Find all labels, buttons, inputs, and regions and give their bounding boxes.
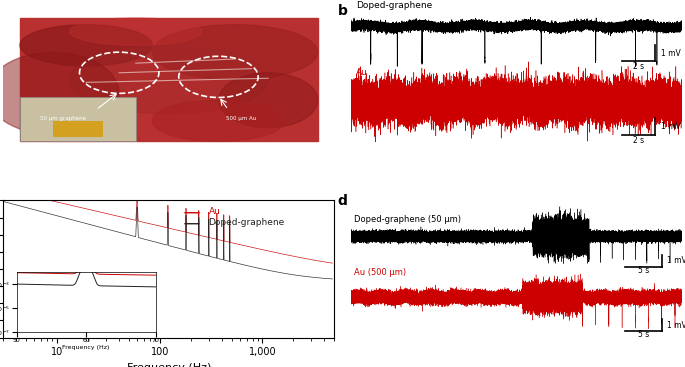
Text: Au (500 μm): Au (500 μm) bbox=[354, 269, 407, 277]
Text: Doped-graphene (50 μm): Doped-graphene (50 μm) bbox=[354, 215, 462, 224]
Text: d: d bbox=[338, 193, 347, 208]
Text: 500 μm Au: 500 μm Au bbox=[227, 116, 257, 120]
Text: Au: Au bbox=[356, 68, 368, 77]
Ellipse shape bbox=[219, 73, 318, 128]
Text: Au: Au bbox=[208, 207, 221, 216]
Text: b: b bbox=[338, 4, 347, 18]
Ellipse shape bbox=[70, 45, 268, 114]
Text: 1 mV: 1 mV bbox=[661, 48, 681, 58]
Bar bbox=[53, 121, 103, 137]
Bar bbox=[20, 98, 136, 141]
Text: 2 s: 2 s bbox=[633, 62, 644, 71]
Ellipse shape bbox=[70, 18, 202, 45]
Text: 1 mV: 1 mV bbox=[661, 122, 681, 131]
Ellipse shape bbox=[20, 25, 152, 66]
Text: 1 mV: 1 mV bbox=[667, 321, 685, 330]
Ellipse shape bbox=[0, 52, 119, 135]
Ellipse shape bbox=[152, 100, 284, 141]
Text: Doped-graphene: Doped-graphene bbox=[208, 218, 285, 227]
Text: 50 μm graphene: 50 μm graphene bbox=[40, 116, 86, 120]
Ellipse shape bbox=[152, 25, 318, 80]
Text: 1 mV: 1 mV bbox=[667, 257, 685, 265]
Text: Doped-graphene: Doped-graphene bbox=[356, 1, 432, 10]
Text: 5 s: 5 s bbox=[638, 266, 649, 275]
Text: 5 s: 5 s bbox=[638, 330, 649, 339]
Text: 2 s: 2 s bbox=[633, 135, 644, 145]
X-axis label: Frequency (Hz): Frequency (Hz) bbox=[127, 363, 211, 367]
